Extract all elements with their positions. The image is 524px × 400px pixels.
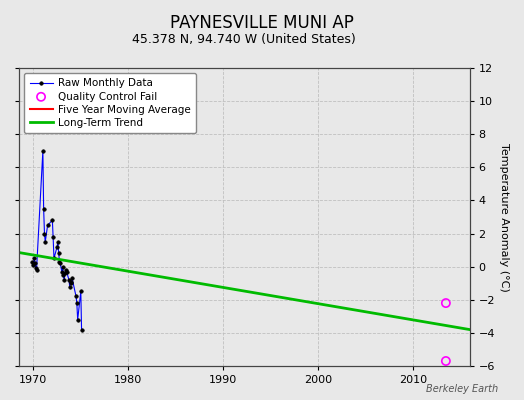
Raw Monthly Data [51,256,57,261]
Raw Monthly Data [68,279,74,284]
Text: Berkeley Earth: Berkeley Earth [425,384,498,394]
Raw Monthly Data [69,276,75,281]
Raw Monthly Data [41,231,48,236]
Quality Control Fail [442,358,450,364]
Raw Monthly Data [50,234,56,239]
Legend: Raw Monthly Data, Quality Control Fail, Five Year Moving Average, Long-Term Tren: Raw Monthly Data, Quality Control Fail, … [25,73,195,133]
Raw Monthly Data [49,218,56,223]
Raw Monthly Data [57,261,63,266]
Raw Monthly Data [79,327,85,332]
Raw Monthly Data [62,271,68,276]
Raw Monthly Data [30,262,37,267]
Raw Monthly Data [66,278,72,282]
Raw Monthly Data [32,261,38,266]
Raw Monthly Data [74,301,80,306]
Raw Monthly Data [54,240,61,244]
Raw Monthly Data [63,268,69,272]
Raw Monthly Data [42,240,48,244]
Quality Control Fail [442,300,450,306]
Text: PAYNESVILLE MUNI AP: PAYNESVILLE MUNI AP [170,14,354,32]
Raw Monthly Data [61,278,68,282]
Raw Monthly Data [63,269,70,274]
Raw Monthly Data [68,281,74,286]
Raw Monthly Data [40,148,46,153]
Raw Monthly Data [67,284,73,289]
Y-axis label: Temperature Anomaly (°C): Temperature Anomaly (°C) [499,143,509,291]
Raw Monthly Data [56,259,62,264]
Raw Monthly Data [40,206,47,211]
Raw Monthly Data [29,259,36,264]
Raw Monthly Data [78,289,84,294]
Title: 45.378 N, 94.740 W (United States): 45.378 N, 94.740 W (United States) [133,33,356,46]
Raw Monthly Data [32,266,39,271]
Line: Raw Monthly Data: Raw Monthly Data [31,149,83,331]
Raw Monthly Data [31,256,37,261]
Raw Monthly Data [45,223,51,228]
Raw Monthly Data [74,317,81,322]
Raw Monthly Data [59,269,65,274]
Raw Monthly Data [59,264,66,269]
Raw Monthly Data [73,294,79,299]
Raw Monthly Data [34,268,40,272]
Raw Monthly Data [56,251,62,256]
Raw Monthly Data [60,272,67,277]
Raw Monthly Data [54,244,60,249]
